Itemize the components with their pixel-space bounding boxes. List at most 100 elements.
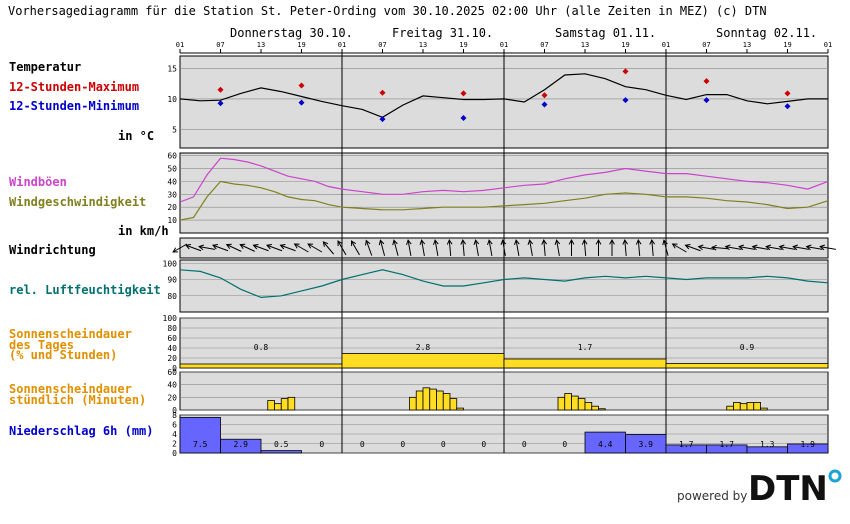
wind-arrow-shaft (322, 241, 335, 255)
hour-tick-label: 19 (297, 41, 305, 49)
wind-arrow (751, 244, 769, 251)
hourly-sunshine-bar (456, 407, 464, 411)
powered-by-text: powered by (677, 489, 748, 503)
precip-value: 0.5 (274, 440, 289, 449)
hourly-sunshine-bar (267, 400, 275, 411)
wind-arrow-head (710, 244, 717, 251)
hourly-sunshine-bar (442, 393, 451, 411)
wind-arrow-head (541, 238, 547, 245)
precip-value: 4.4 (598, 440, 613, 449)
wind-arrow (622, 238, 628, 257)
wind-arrow (662, 239, 669, 256)
sun-hour-label-2: stündlich (Minuten) (9, 393, 147, 407)
wind-arrow-head (185, 244, 192, 250)
precip-value: 3.9 (639, 440, 654, 449)
wind-arrow-head (473, 239, 480, 246)
wind-arrow-head (252, 244, 259, 250)
hourly-sunshine-bar (409, 396, 417, 411)
tmin-point (298, 99, 305, 106)
wind-arrow-head (751, 244, 758, 251)
wind-arrow (365, 239, 373, 256)
wind-arrow-shaft (266, 244, 283, 252)
wind-arrow (419, 239, 426, 256)
gust-label: Windböen (9, 175, 67, 189)
hourly-sunshine-bar (584, 401, 593, 411)
precip-bar (787, 443, 829, 454)
day-label-3: Samstag 01.11. (555, 26, 657, 40)
dtn-logo: DTN (748, 469, 842, 504)
wind-arrow (293, 243, 309, 253)
hourly-sunshine-bar (571, 395, 579, 411)
hour-tick-label: 07 (702, 41, 710, 49)
wind-arrow (514, 239, 520, 256)
wind-arrow (635, 238, 642, 257)
tmin-label: 12-Stunden-Minimum (9, 99, 140, 113)
wind-arrow-shaft (307, 243, 323, 253)
gust-line (179, 157, 829, 203)
hourly-sunshine-bar (429, 388, 437, 411)
wind-arrow-head (225, 243, 232, 249)
hour-tick-label: 01 (338, 41, 346, 49)
wind-arrow-head (293, 243, 300, 249)
tmax-point (622, 68, 629, 75)
wind-arrow-shaft (462, 239, 465, 257)
wind-arrow-shaft (515, 240, 520, 256)
wind-arrow-shaft (280, 244, 296, 252)
y-tick-label: 80 (167, 324, 177, 333)
tmin-point (217, 100, 224, 107)
precip-value: 0 (319, 440, 324, 449)
wind-arrow-shaft (185, 244, 202, 252)
wind-unit-label: in km/h (118, 224, 169, 238)
hourly-sunshine-bar (591, 405, 599, 411)
precip-bar (260, 450, 302, 454)
hourly-sunshine-bar (598, 408, 606, 411)
wind-arrow (527, 239, 534, 256)
chart-title: Vorhersagediagramm für die Station St. P… (8, 4, 767, 18)
wind-arrow-head (649, 238, 655, 245)
dtn-logo-dot (828, 469, 842, 483)
hour-tick-label: 01 (176, 41, 184, 49)
wind-arrow-head (527, 239, 534, 246)
wind-arrow-head (819, 244, 826, 251)
wind-arrow-shaft (365, 240, 373, 256)
wind-arrow-shaft (806, 246, 823, 250)
hourly-sunshine-bar (577, 398, 586, 411)
wind-arrow (554, 239, 561, 256)
hourly-sunshine-bar (274, 403, 282, 411)
wind-arrow-shaft (226, 244, 242, 252)
hour-tick-label: 19 (459, 41, 467, 49)
wind-arrow-shaft (766, 246, 782, 250)
y-tick-label: 80 (167, 292, 177, 301)
wind-arrow-head (805, 244, 812, 251)
wind-arrow-head (392, 239, 398, 246)
daily-sunshine-value: 2.8 (416, 343, 431, 352)
y-tick-label: 4 (172, 430, 177, 439)
wind-arrow (239, 243, 255, 252)
wind-arrow-shaft (663, 240, 669, 256)
hour-tick-label: 07 (216, 41, 224, 49)
wind-arrow-head (378, 239, 385, 246)
sun-hour-label-1: Sonnenscheindauer (9, 382, 132, 396)
wind-arrow-head (514, 239, 520, 246)
wind-arrow-shaft (448, 239, 452, 257)
wind-arrow-shaft (434, 240, 439, 256)
tmin-point (703, 97, 710, 104)
day-label-4: Sonntag 02.11. (716, 26, 818, 40)
wind-arrow-shaft (253, 244, 269, 252)
precip-value: 0 (481, 440, 486, 449)
wind-arrow-head (595, 238, 602, 245)
wind-arrow-shaft (698, 246, 715, 250)
wind-arrow-head (662, 239, 668, 246)
wind-arrow (185, 244, 202, 252)
hour-tick-label: 19 (783, 41, 791, 49)
y-tick-label: 90 (167, 276, 177, 285)
hourly-sunshine-bar (280, 398, 289, 411)
wind-arrow (500, 239, 507, 256)
hourly-sunshine-bar (746, 401, 755, 411)
wind-arrow (322, 241, 335, 255)
wind-arrow (649, 238, 655, 257)
wind-arrow (710, 244, 729, 251)
precip-bar (179, 416, 221, 454)
hourly-sunshine-bar (733, 401, 741, 411)
wind-arrow (765, 244, 782, 251)
